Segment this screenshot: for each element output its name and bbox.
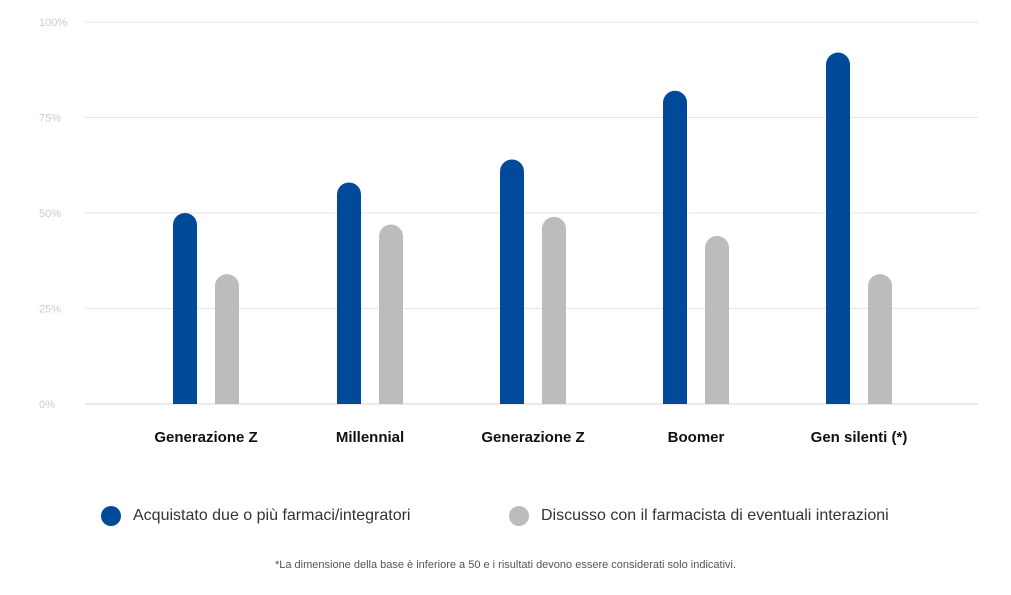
bar [500, 159, 524, 404]
bar [663, 90, 687, 404]
bar [542, 216, 566, 404]
legend: Acquistato due o più farmaci/integratori… [0, 506, 1011, 530]
bar-chart: 0% 25% 50% 75% 100% Generazione Z Millennial Ge… [39, 17, 978, 446]
x-tick-label: Generazione Z [481, 429, 584, 446]
x-tick-label: Millennial [336, 429, 404, 446]
x-tick-label: Boomer [668, 429, 725, 446]
y-tick-label: 75% [39, 113, 61, 125]
legend-label-series-2: Discusso con il farmacista di eventuali … [541, 507, 889, 524]
bar [379, 224, 403, 404]
x-tick-label: Generazione Z [154, 429, 257, 446]
bar [337, 182, 361, 404]
bar [215, 274, 239, 404]
y-tick-label: 0% [39, 399, 55, 411]
bar [868, 274, 892, 404]
bar [173, 213, 197, 404]
bar [826, 52, 850, 405]
y-tick-label: 50% [39, 208, 61, 220]
footnote: *La dimensione della base è inferiore a … [274, 559, 737, 571]
legend-item-series-2: Discusso con il farmacista di eventuali … [509, 506, 889, 526]
y-tick-label: 100% [39, 17, 67, 29]
legend-swatch-series-1 [101, 506, 121, 526]
bar [705, 235, 729, 404]
legend-label-series-1: Acquistato due o più farmaci/integratori [133, 507, 411, 524]
x-tick-label: Gen silenti (*) [811, 429, 908, 446]
y-tick-label: 25% [39, 304, 61, 316]
legend-item-series-1: Acquistato due o più farmaci/integratori [101, 506, 410, 526]
legend-swatch-series-2 [509, 506, 529, 526]
